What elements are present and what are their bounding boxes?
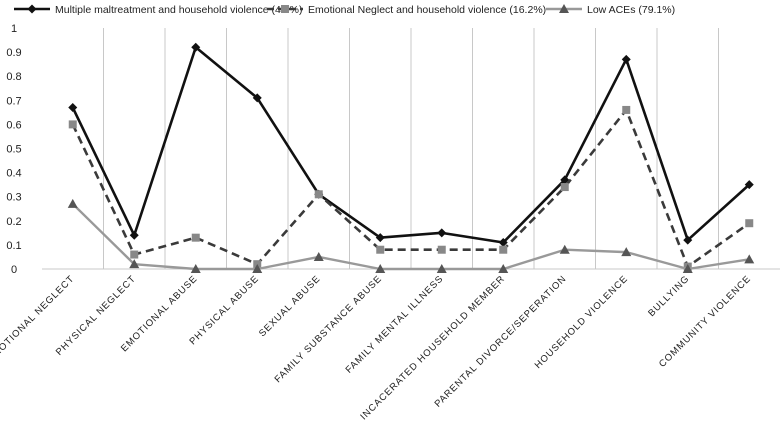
data-point <box>682 264 693 273</box>
data-point <box>498 237 508 247</box>
y-tick-label: 0.9 <box>6 47 21 59</box>
y-axis-tick-labels: 0 0.1 0.2 0.3 0.4 0.5 0.6 0.7 0.8 0.9 1 <box>6 23 21 276</box>
data-point <box>621 247 632 257</box>
data-point <box>376 245 385 254</box>
y-tick-label: 0.3 <box>6 192 21 204</box>
legend-item: Low ACEs (79.1%) <box>546 4 675 16</box>
y-tick-label: 0.8 <box>6 71 21 83</box>
legend-marker <box>281 5 289 13</box>
chart-series <box>67 42 755 273</box>
legend-marker <box>559 4 569 13</box>
data-point <box>67 198 78 208</box>
data-point <box>68 120 77 129</box>
data-point <box>683 235 693 245</box>
data-point <box>621 54 631 64</box>
y-tick-label: 0.7 <box>6 95 21 107</box>
data-point <box>498 264 509 273</box>
legend-label: Multiple maltreatment and household viol… <box>55 4 302 16</box>
data-point <box>744 180 754 190</box>
data-point <box>437 245 446 254</box>
vertical-gridlines <box>103 28 719 269</box>
x-tick-label: FAMILY SUBSTANCE ABUSE <box>273 273 385 385</box>
legend-label: Low ACEs (79.1%) <box>587 4 675 16</box>
series-3 <box>67 198 755 273</box>
y-tick-label: 1 <box>11 23 17 35</box>
data-point <box>190 264 201 273</box>
data-point <box>499 245 508 254</box>
data-point <box>560 183 569 192</box>
data-point <box>313 251 324 261</box>
x-tick-label: PHYSICAL ABUSE <box>187 273 261 347</box>
series-line <box>71 108 750 268</box>
y-tick-label: 0.5 <box>6 144 21 156</box>
data-point <box>130 250 139 259</box>
legend-item: Multiple maltreatment and household viol… <box>14 4 302 16</box>
data-point <box>252 264 263 273</box>
y-tick-label: 0.2 <box>6 216 21 228</box>
y-tick-label: 0.1 <box>6 240 21 252</box>
y-tick-label: 0 <box>11 264 17 276</box>
data-point <box>191 42 201 52</box>
x-tick-label: PARENTAL DIVORCE/SEPERATION <box>433 273 569 409</box>
data-point <box>559 244 570 254</box>
data-point <box>191 233 200 242</box>
y-tick-label: 0.6 <box>6 119 21 131</box>
data-point <box>252 93 262 103</box>
data-point <box>314 190 323 199</box>
data-point <box>745 219 754 228</box>
data-point <box>375 233 385 243</box>
data-point <box>560 175 570 185</box>
data-point <box>744 254 755 264</box>
legend-marker <box>27 4 37 14</box>
series-line <box>71 45 751 244</box>
legend-item: Emotional Neglect and household violence… <box>267 4 546 16</box>
x-tick-label: BULLYING <box>646 273 692 319</box>
data-point <box>375 264 386 273</box>
data-point <box>129 230 139 240</box>
y-tick-label: 0.4 <box>6 168 21 180</box>
data-point <box>129 259 140 269</box>
chart-legend: Multiple maltreatment and household viol… <box>14 4 675 16</box>
data-point <box>437 228 447 238</box>
x-tick-label: SEXUAL ABUSE <box>257 273 323 339</box>
x-tick-label: FAMILY MENTAL ILLNESS <box>344 273 446 375</box>
series-line <box>71 203 750 271</box>
data-point <box>68 103 78 113</box>
data-point <box>436 264 447 273</box>
legend-label: Emotional Neglect and household violence… <box>308 4 546 16</box>
x-tick-label: INCACERATED HOUSEHOLD MEMBER <box>358 273 507 421</box>
data-point <box>622 105 631 114</box>
